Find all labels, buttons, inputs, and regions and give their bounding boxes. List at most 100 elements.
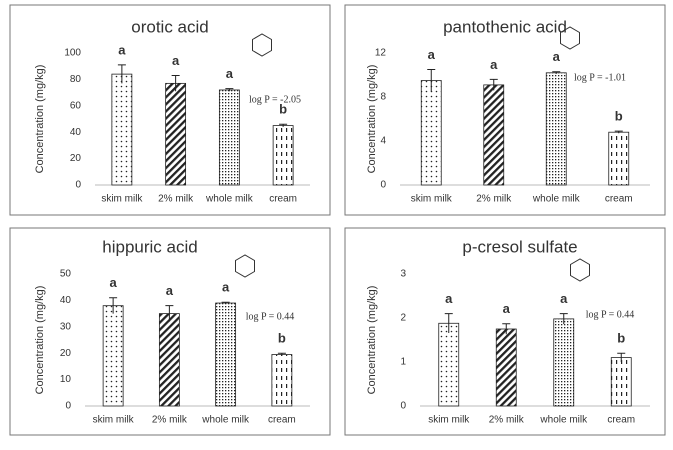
y-tick-label: 2	[400, 313, 406, 324]
significance-letter: a	[428, 47, 436, 62]
y-tick-label: 0	[65, 401, 71, 412]
error-bar	[559, 313, 568, 325]
significance-letter: a	[490, 57, 498, 72]
panel-frame	[344, 227, 666, 436]
y-tick-label: 20	[60, 348, 72, 359]
error-bar	[614, 130, 623, 134]
significance-letter: a	[503, 301, 511, 316]
y-axis-label: Concentration (mg/kg)	[34, 65, 46, 174]
significance-letter: a	[553, 49, 561, 64]
bar	[608, 131, 630, 186]
y-tick-label: 10	[60, 374, 72, 385]
x-tick-label: 2% milk	[152, 415, 188, 426]
significance-letter: b	[617, 331, 625, 346]
x-tick-label: whole milk	[201, 415, 250, 426]
x-tick-label: cream	[607, 415, 635, 426]
x-tick-label: skim milk	[428, 415, 470, 426]
log-p: log P = -2.05	[249, 94, 301, 105]
error-bar	[221, 301, 230, 304]
x-tick-label: whole milk	[532, 194, 581, 205]
structure-sketch	[560, 26, 580, 50]
error-bar	[489, 78, 498, 91]
y-axis-label: Concentration (mg/kg)	[366, 65, 378, 174]
y-axis-label: Concentration (mg/kg)	[34, 286, 46, 395]
bar	[553, 318, 575, 407]
error-bar	[109, 297, 118, 314]
structure-sketch	[235, 254, 255, 278]
y-tick-label: 8	[380, 92, 386, 103]
error-bar	[225, 88, 234, 92]
bar	[158, 313, 180, 407]
bar	[545, 72, 567, 186]
y-axis-label: Concentration (mg/kg)	[366, 286, 378, 395]
error-bar	[277, 352, 286, 356]
x-tick-label: cream	[268, 415, 296, 426]
y-tick-label: 0	[400, 401, 406, 412]
x-tick-label: whole milk	[539, 415, 588, 426]
x-tick-label: 2% milk	[489, 415, 525, 426]
structure-sketch	[252, 33, 272, 57]
significance-letter: b	[615, 109, 623, 124]
bar	[111, 73, 133, 186]
significance-letter: a	[560, 291, 568, 306]
bar	[102, 305, 124, 407]
error-bar	[617, 352, 626, 362]
chart-title: pantothenic acid	[443, 17, 567, 36]
y-tick-label: 40	[70, 127, 82, 138]
y-tick-label: 60	[70, 100, 82, 111]
bar	[215, 302, 237, 407]
significance-letter: b	[279, 102, 287, 117]
y-tick-label: 12	[375, 48, 387, 59]
significance-letter: a	[166, 283, 174, 298]
x-tick-label: skim milk	[93, 415, 135, 426]
significance-letter: a	[118, 42, 126, 57]
error-bar	[165, 305, 174, 322]
x-tick-label: cream	[605, 194, 633, 205]
bar	[495, 328, 517, 407]
y-tick-label: 4	[380, 136, 386, 147]
significance-letter: a	[222, 280, 230, 295]
panel-frame	[344, 4, 666, 216]
y-tick-label: 0	[75, 180, 81, 191]
x-tick-label: 2% milk	[476, 194, 512, 205]
x-tick-label: skim milk	[411, 194, 453, 205]
y-tick-label: 80	[70, 74, 82, 85]
significance-letter: b	[278, 331, 286, 346]
y-tick-label: 40	[60, 295, 72, 306]
chart-title: hippuric acid	[102, 237, 197, 256]
y-tick-label: 1	[400, 357, 406, 368]
significance-letter: a	[110, 275, 118, 290]
bar	[271, 354, 293, 407]
log-p: log P = -1.01	[574, 72, 626, 83]
error-bar	[279, 123, 288, 127]
y-tick-label: 30	[60, 321, 72, 332]
bar	[610, 357, 632, 407]
bar	[218, 89, 240, 186]
x-tick-label: cream	[269, 194, 297, 205]
y-tick-label: 100	[64, 48, 81, 59]
y-tick-label: 20	[70, 153, 82, 164]
bar	[165, 82, 187, 186]
x-tick-label: skim milk	[101, 194, 143, 205]
x-tick-label: 2% milk	[158, 194, 194, 205]
y-tick-label: 50	[60, 269, 72, 280]
y-tick-label: 0	[380, 180, 386, 191]
error-bar	[427, 69, 436, 92]
log-p: log P = 0.44	[586, 309, 635, 320]
bar	[420, 80, 442, 186]
error-bar	[552, 71, 561, 74]
x-tick-label: whole milk	[205, 194, 254, 205]
log-p: log P = 0.44	[246, 311, 295, 322]
error-bar	[171, 74, 180, 92]
y-tick-label: 3	[400, 269, 406, 280]
panel-frame	[9, 4, 331, 216]
structure-sketch	[570, 258, 590, 282]
error-bar	[502, 323, 511, 335]
error-bar	[117, 64, 126, 84]
significance-letter: a	[226, 66, 234, 81]
significance-letter: a	[172, 53, 180, 68]
chart-title: p-cresol sulfate	[462, 237, 577, 256]
chart-title: orotic acid	[131, 17, 208, 36]
bar	[272, 125, 294, 186]
